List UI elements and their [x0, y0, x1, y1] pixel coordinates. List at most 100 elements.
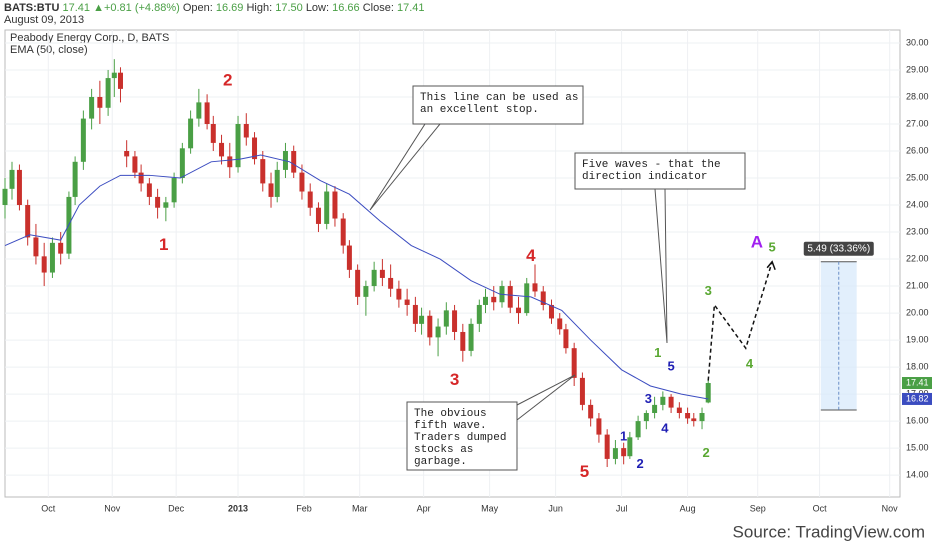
wave-label: 2 — [637, 456, 644, 471]
price-tag-label: 17.41 — [906, 377, 929, 387]
y-tick-label: 27.00 — [906, 118, 929, 128]
candle-body — [685, 412, 691, 419]
candle-body — [33, 237, 39, 257]
callout-box — [412, 85, 584, 125]
candle-body — [635, 421, 641, 438]
candle-body — [41, 256, 47, 273]
candle-body — [476, 304, 482, 324]
source: Source: TradingView.com — [733, 522, 925, 541]
price-tag — [902, 377, 932, 390]
candle-body — [243, 123, 249, 138]
candle-body — [668, 396, 674, 408]
candle-body — [435, 326, 441, 338]
candle-body — [171, 178, 177, 203]
wave-label: 3 — [645, 391, 652, 406]
wave-label: 2 — [703, 445, 710, 460]
callout-line: fifth wave. — [414, 420, 487, 432]
x-tick-label: Jun — [548, 503, 563, 513]
legend-entry: Peabody Energy Corp., D, BATS — [10, 32, 169, 44]
y-tick-label: 15.00 — [906, 442, 929, 452]
callout-line: The obvious — [414, 408, 487, 420]
candle-body — [210, 123, 216, 143]
wave-label: 1 — [620, 429, 627, 444]
y-tick-label: 14.00 — [906, 469, 929, 479]
x-tick-label: Nov — [104, 503, 121, 513]
wave-label: 5 — [769, 240, 776, 255]
candle-body — [89, 96, 95, 119]
candle-body — [515, 307, 521, 314]
x-tick-label: Sep — [750, 503, 766, 513]
candle-body — [507, 286, 513, 308]
price-tag — [902, 392, 932, 405]
callout-line: garbage. — [414, 456, 467, 468]
candle-body — [72, 161, 78, 197]
ema-line — [4, 154, 709, 400]
y-tick-label: 21.00 — [906, 280, 929, 290]
y-tick-label: 23.00 — [906, 226, 929, 236]
wave-label: A — [751, 232, 763, 251]
close: 17.41 — [397, 2, 425, 14]
candle-body — [25, 205, 31, 238]
candle-body — [396, 288, 402, 300]
candle-body — [524, 283, 530, 314]
wave-label: 5 — [580, 462, 589, 481]
x-tick-label: Apr — [417, 503, 431, 513]
x-tick-label: May — [481, 503, 499, 513]
candle-body — [379, 269, 385, 278]
candle-body — [612, 448, 618, 459]
x-tick-label: Nov — [882, 503, 899, 513]
candle-body — [138, 172, 144, 184]
candle-body — [299, 172, 305, 192]
callout-box — [406, 401, 518, 471]
x-tick-label: Aug — [680, 503, 696, 513]
header: BATS:BTU 17.41 ▲+0.81 (+4.88%) Open: 16.… — [4, 2, 425, 14]
candle-body — [563, 329, 569, 349]
candle-body — [204, 102, 210, 124]
candle-body — [596, 418, 602, 435]
candle-body — [363, 286, 369, 297]
wave-label: 4 — [746, 356, 754, 371]
candle-body — [699, 412, 705, 422]
candle-body — [340, 218, 346, 246]
candle-body — [291, 151, 297, 173]
candle-body — [705, 383, 711, 403]
candle-body — [627, 437, 633, 457]
y-tick-label: 18.00 — [906, 361, 929, 371]
wave-label: 1 — [654, 345, 661, 360]
candle-body — [443, 310, 449, 327]
open-label: Open: — [183, 2, 213, 14]
candle-body — [482, 296, 488, 305]
candle-body — [419, 315, 425, 324]
candle-body — [371, 269, 377, 287]
candle-body — [676, 407, 682, 413]
callout-pointer — [369, 123, 441, 211]
candle-body — [9, 169, 15, 189]
y-tick-label: 26.00 — [906, 145, 929, 155]
wave-label: 3 — [705, 283, 712, 298]
measure-label-bg — [803, 241, 874, 256]
candle-body — [80, 118, 86, 162]
y-tick-label: 30.00 — [906, 37, 929, 47]
candle-body — [460, 331, 466, 351]
candle-body — [179, 148, 185, 179]
high-label: High: — [246, 2, 272, 14]
change: ▲+0.81 (+4.88%) — [93, 2, 180, 14]
callout-box — [574, 152, 746, 190]
candle-body — [412, 304, 418, 324]
low-label: Low: — [306, 2, 329, 14]
arrow-head — [766, 260, 776, 271]
candle-body — [235, 123, 241, 168]
candle-body — [124, 151, 130, 157]
candle-body — [404, 299, 410, 305]
candle-body — [315, 207, 321, 224]
x-tick-label: Oct — [41, 503, 56, 513]
candle-body — [388, 277, 394, 289]
wave-label: 2 — [223, 70, 232, 89]
x-tick-label: Oct — [813, 503, 828, 513]
measure-box — [820, 261, 857, 411]
projection-line — [707, 261, 773, 381]
x-tick-label: Jul — [616, 503, 628, 513]
candle-body — [274, 169, 280, 197]
candle-body — [427, 315, 433, 338]
